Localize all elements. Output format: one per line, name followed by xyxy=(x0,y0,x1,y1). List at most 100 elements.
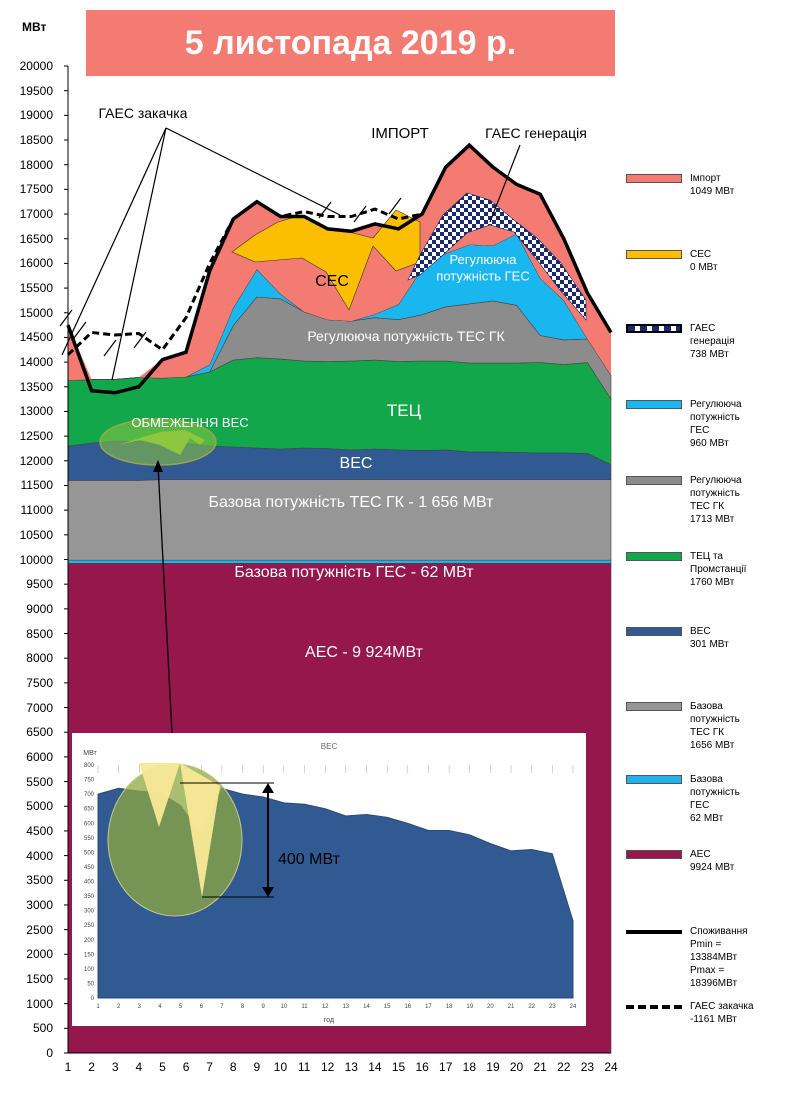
inset-x-tick-label: 24 xyxy=(570,1004,577,1010)
legend-label: ГАЕС закачка -1161 МВт xyxy=(690,1001,754,1025)
inset-y-tick-label: 750 xyxy=(84,778,95,784)
legend-label: ВЕС 301 МВт xyxy=(690,626,729,650)
pumping-hatch xyxy=(73,321,87,339)
inset-arrow-head-bottom xyxy=(262,887,274,897)
annotation-pointer xyxy=(111,127,167,381)
legend-swatch xyxy=(626,702,682,711)
annotation-wind-limit: ОБМЕЖЕННЯ ВЕС xyxy=(131,415,248,430)
y-tick-label: 0 xyxy=(46,1046,53,1060)
legend-swatch xyxy=(626,930,682,934)
x-tick-label: 19 xyxy=(486,1060,500,1074)
y-tick-label: 6000 xyxy=(26,749,53,764)
y-tick-label: 16000 xyxy=(19,256,53,271)
annotation-pointer xyxy=(489,144,521,223)
inset-y-tick-label: 450 xyxy=(84,865,95,871)
inset-xlabel: год xyxy=(324,1017,334,1024)
y-tick-label: 11500 xyxy=(20,478,53,493)
legend-swatch xyxy=(626,775,682,784)
x-tick-label: 22 xyxy=(557,1060,571,1074)
y-tick-label: 2500 xyxy=(26,922,53,937)
inset-x-tick-label: 5 xyxy=(179,1004,183,1010)
wind-limit-shape xyxy=(118,430,205,455)
inset-title: ВЕС xyxy=(321,742,338,751)
inset-x-tick-label: 10 xyxy=(281,1004,288,1010)
annotation-wind: ВЕС xyxy=(340,455,373,472)
x-tick-label: 14 xyxy=(368,1060,382,1074)
y-tick-label: 13500 xyxy=(19,379,53,394)
y-tick-label: 11000 xyxy=(20,503,53,518)
legend-swatch xyxy=(626,400,682,409)
inset-x-tick-label: 22 xyxy=(528,1004,535,1010)
x-tick-label: 4 xyxy=(135,1060,143,1074)
inset-x-tick-label: 1 xyxy=(96,1004,100,1010)
y-tick-label: 2000 xyxy=(26,947,53,962)
inset-y-tick-label: 550 xyxy=(84,836,95,842)
inset-x-tick-label: 7 xyxy=(220,1004,224,1010)
x-tick-label: 21 xyxy=(533,1060,547,1074)
inset-annotation-text: 400 МВт xyxy=(278,851,341,868)
inset-y-tick-label: 250 xyxy=(84,923,95,929)
legend-swatch xyxy=(626,174,682,183)
x-tick-label: 16 xyxy=(415,1060,429,1074)
y-tick-label: 3000 xyxy=(26,897,53,912)
y-tick-label: 7500 xyxy=(26,675,53,690)
annotation-reg-ges: Регулююча потужність ГЕС xyxy=(436,252,529,283)
inset-arrow-tail xyxy=(153,460,163,472)
y-tick-label: 20000 xyxy=(19,59,53,73)
inset-y-tick-label: 350 xyxy=(84,894,95,900)
annotation-base-tes: Базова потужність ТЕС ГК - 1 656 МВт xyxy=(209,494,495,511)
legend-label: Регулююча потужність ГЕС 960 МВт xyxy=(690,399,742,449)
y-tick-label: 17000 xyxy=(19,207,53,222)
consumption-line xyxy=(66,142,613,395)
inset-highlight-ellipse xyxy=(107,763,243,917)
inset-x-tick-label: 18 xyxy=(446,1004,453,1010)
x-tick-label: 7 xyxy=(206,1060,213,1074)
annotation-tec: ТЕЦ xyxy=(387,401,422,420)
inset-x-tick-label: 17 xyxy=(425,1004,432,1010)
y-tick-label: 500 xyxy=(32,1021,53,1036)
pumping-hatch xyxy=(103,339,117,357)
y-tick-label: 8000 xyxy=(26,651,53,666)
legend-swatch xyxy=(626,476,682,485)
legend-label: Базова потужність ТЕС ГК 1656 МВт xyxy=(690,701,740,751)
legend-swatch xyxy=(626,250,682,259)
y-tick-label: 7000 xyxy=(26,700,53,715)
inset-x-tick-label: 14 xyxy=(363,1004,370,1010)
inset-y-tick-label: 0 xyxy=(91,996,95,1002)
y-tick-label: 19500 xyxy=(19,83,53,98)
pumping-hatch xyxy=(133,331,147,349)
pumping-hatch xyxy=(59,309,73,327)
x-tick-label: 3 xyxy=(111,1060,119,1074)
y-tick-label: 9500 xyxy=(26,577,53,592)
area-base_hydro xyxy=(67,559,612,564)
x-tick-label: 9 xyxy=(253,1060,261,1074)
y-tick-label: 14000 xyxy=(19,355,53,370)
inset-x-tick-label: 19 xyxy=(466,1004,473,1010)
legend-swatch xyxy=(626,850,682,859)
annotation-pointer xyxy=(61,127,167,356)
wind-inset-svg: 0 50 100 150 200 250 300 350 400 450 500 550 600 650 7… xyxy=(83,742,577,1024)
y-tick-label: 3500 xyxy=(26,873,53,888)
legend-label: Споживання Pmin = 13384МВт Pmax = 18396М… xyxy=(690,926,748,989)
inset-arrow-head-top xyxy=(262,783,274,793)
x-tick-label: 23 xyxy=(580,1060,595,1074)
inset-unit: МВт xyxy=(83,750,97,757)
x-tick-label: 6 xyxy=(182,1060,190,1074)
pumping-hatch xyxy=(318,201,332,219)
x-tick-label: 13 xyxy=(344,1060,358,1074)
wind-inset-chart: 0 50 100 150 200 250 300 350 400 450 500 550 600 650 7… xyxy=(72,733,586,1026)
area-pumped-generation-overlay xyxy=(407,192,587,321)
y-tick-label: 6500 xyxy=(26,725,53,740)
x-tick-label: 17 xyxy=(439,1060,453,1074)
inset-x-tick-label: 4 xyxy=(158,1004,162,1010)
y-tick-label: 4000 xyxy=(26,848,53,863)
pumping-hatch xyxy=(388,197,402,215)
inset-arrow-line xyxy=(157,464,174,753)
inset-y-tick-label: 300 xyxy=(84,909,95,915)
x-tick-label: 5 xyxy=(159,1060,166,1074)
inset-y-tick-label: 50 xyxy=(87,981,94,987)
x-tick-label: 2 xyxy=(88,1060,95,1074)
y-tick-label: 13000 xyxy=(19,404,53,419)
annotation-import: ІМПОРТ xyxy=(371,125,429,142)
